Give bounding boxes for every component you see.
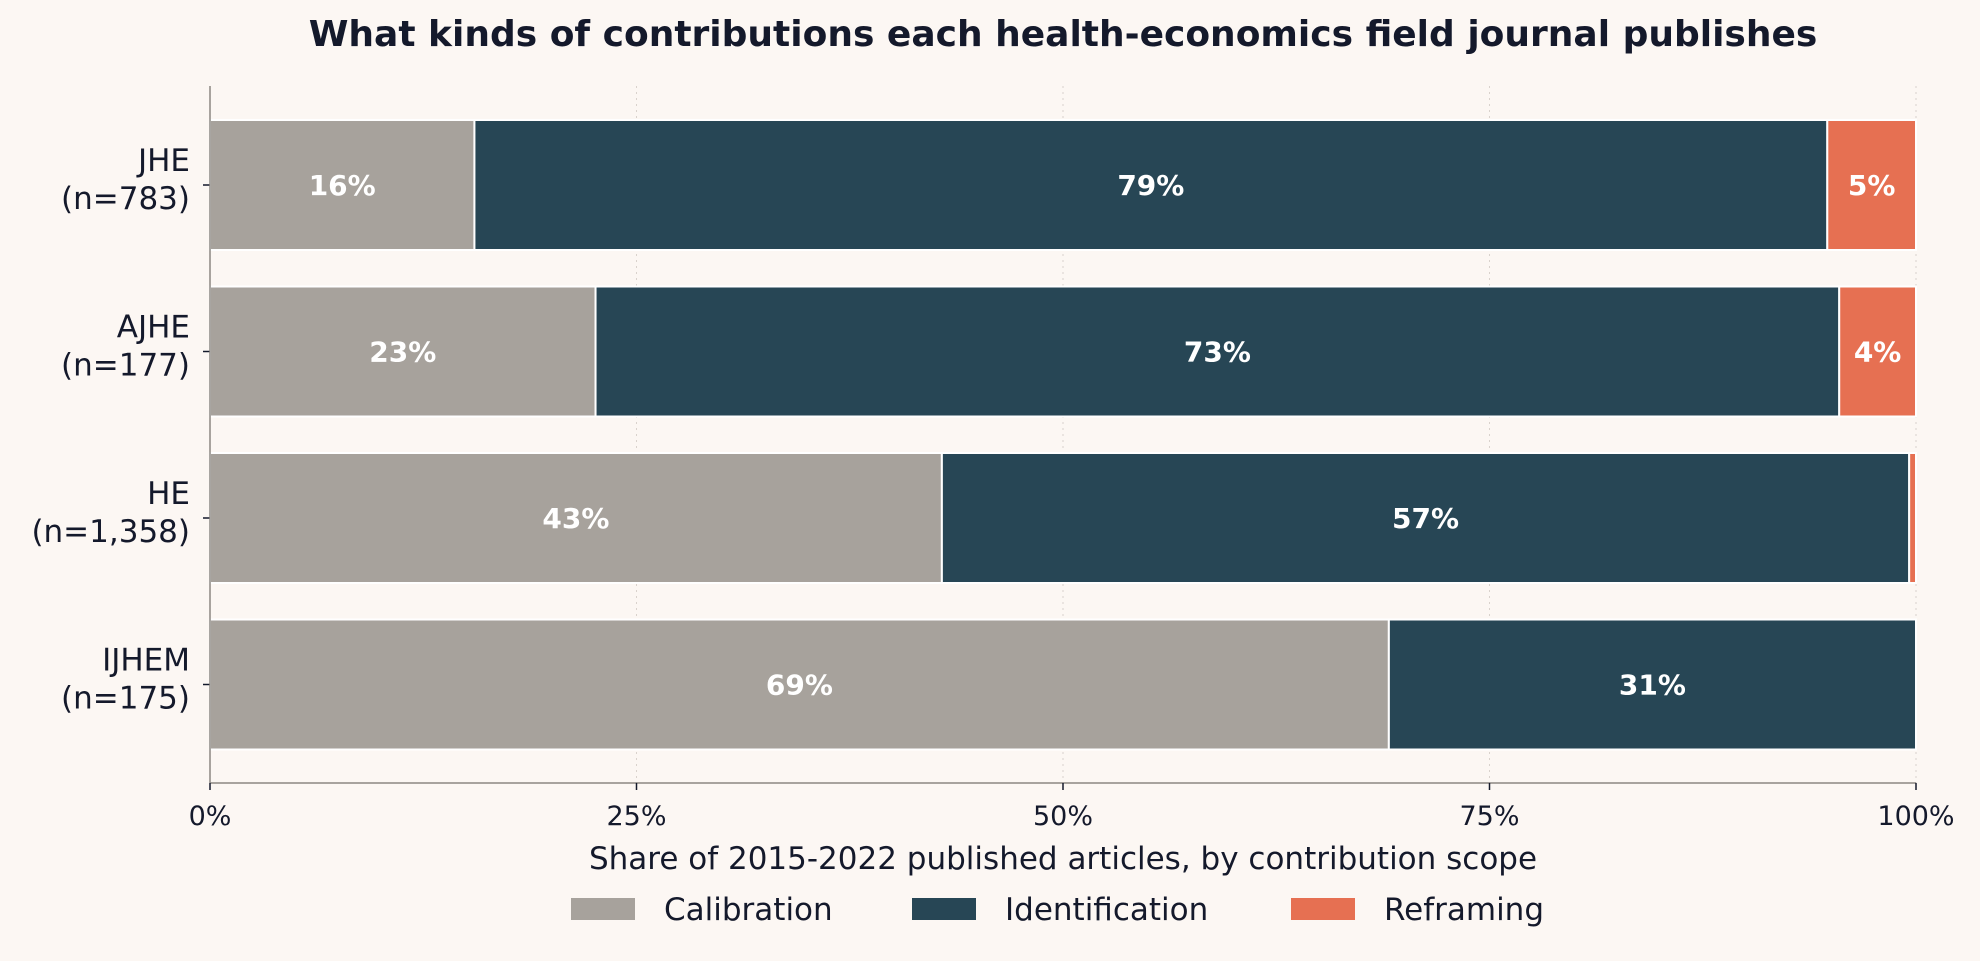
bar-identification-1 [594, 285, 1841, 418]
bar-label-calibration-2: 43% [542, 502, 609, 535]
category-label-3-1: (n=175) [61, 681, 190, 717]
x-axis-title: Share of 2015-2022 published articles, b… [589, 841, 1537, 877]
legend-label-reframing: Reframing [1384, 892, 1544, 928]
legend-label-calibration: Calibration [664, 892, 833, 928]
bar-reframing-1 [1838, 285, 1917, 418]
bar-label-identification-2: 57% [1392, 502, 1459, 535]
bar-label-calibration-0: 16% [309, 169, 376, 202]
axes: JHE(n=783) AJHE(n=177) HE(n=1,358) IJHEM(n=… [31, 86, 1955, 832]
category-label-0-0: JHE [136, 143, 190, 179]
category-label-2-0: HE [147, 476, 190, 512]
legend-swatch-calibration [571, 898, 635, 920]
bar-calibration-3 [209, 618, 1390, 751]
x-tick-label-3: 75% [1459, 801, 1519, 832]
grid [636, 86, 1917, 783]
bar-identification-0 [473, 119, 1829, 251]
category-label-3-0: IJHEM [102, 643, 190, 679]
x-tick-label-1: 25% [606, 801, 666, 832]
bar-label-identification-0: 79% [1117, 169, 1184, 202]
bar-label-reframing-1: 4% [1854, 336, 1902, 369]
bar-label-identification-3: 31% [1619, 669, 1686, 702]
category-label-0-1: (n=783) [61, 181, 190, 217]
bar-reframing-2 [1908, 452, 1918, 584]
bar-calibration-1 [209, 285, 597, 418]
x-tick-label-0: 0% [189, 801, 232, 832]
bar-calibration-2 [209, 452, 943, 584]
x-tick-label-2: 50% [1033, 801, 1093, 832]
bar-label-calibration-1: 23% [369, 336, 436, 369]
chart-title: What kinds of contributions each health-… [309, 14, 1818, 55]
bar-reframing-0 [1826, 119, 1917, 251]
bar-label-reframing-0: 5% [1848, 169, 1896, 202]
bar-label-identification-1: 73% [1184, 336, 1251, 369]
legend-swatch-reframing [1291, 898, 1355, 920]
legend-label-identification: Identification [1005, 892, 1208, 928]
category-label-1-0: AJHE [117, 310, 190, 346]
category-label-2-1: (n=1,358) [31, 514, 190, 550]
category-label-1-1: (n=177) [61, 348, 190, 384]
bar-label-calibration-3: 69% [766, 669, 833, 702]
bars: 16% 79% 5% 23% 73% 4% 43% 57% 69% 31% [209, 119, 1918, 751]
bar-identification-3 [1387, 618, 1917, 751]
bar-calibration-0 [209, 119, 476, 251]
legend: Calibration Identification Reframing [571, 892, 1544, 928]
x-tick-label-4: 100% [1877, 801, 1954, 832]
legend-swatch-identification [912, 898, 976, 920]
